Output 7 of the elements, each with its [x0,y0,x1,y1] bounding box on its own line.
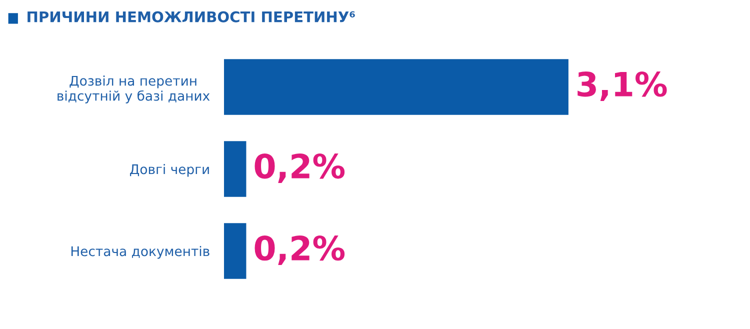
y-tick-label: Довгі черги [130,164,209,177]
y-tick-label: Дозвіл на перетин відсутній у базі даних [58,76,210,104]
chart-title: ПРИЧИНИ НЕМОЖЛИВОСТІ ПЕРЕТИНУ⁶ [28,11,355,22]
data-label: 0,2% [254,153,345,183]
y-tick-label: Нестача документів [71,246,210,259]
data-label: 0,2% [254,235,345,265]
data-label: 3,1% [578,72,667,101]
